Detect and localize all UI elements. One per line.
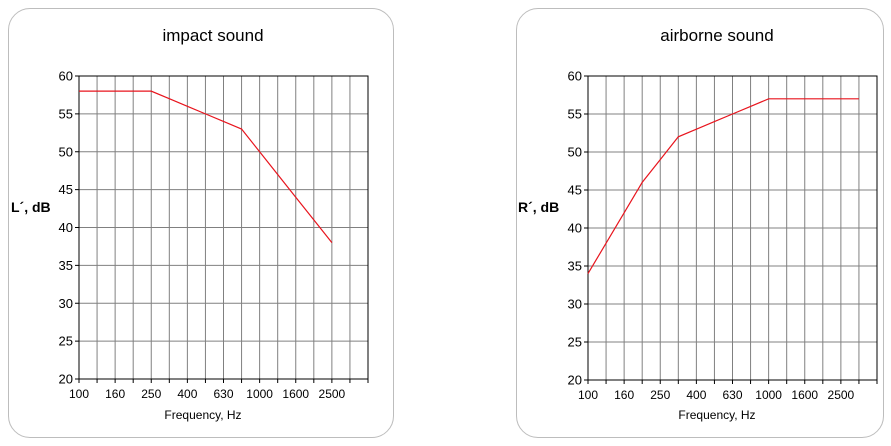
- x-tick-label: 100: [578, 388, 598, 402]
- x-tick-label: 250: [141, 387, 161, 401]
- x-axis-label: Frequency, Hz: [678, 408, 755, 422]
- x-tick-label: 250: [650, 388, 670, 402]
- airborne-sound-series-line: [587, 98, 859, 274]
- y-tick-label: 20: [568, 373, 582, 388]
- x-tick-label: 400: [177, 387, 197, 401]
- impact-sound-chart: impact sound 20 25 30 35 40 45 50 55 60 100 160 250 4…: [11, 26, 369, 422]
- y-tick-label: 35: [59, 258, 73, 273]
- y-tick-label: 45: [59, 182, 73, 197]
- x-tick-label: 2500: [828, 388, 855, 402]
- airborne-sound-chart-panel: airborne sound 20 25 30 35 40 45 50 55 60 100 160 25…: [516, 8, 884, 438]
- y-tick-label: 30: [568, 297, 582, 312]
- y-tick-label: 25: [59, 334, 73, 349]
- x-tick-label: 1600: [282, 387, 309, 401]
- x-tick-label: 2500: [319, 387, 346, 401]
- x-tick-label: 100: [69, 387, 89, 401]
- plot-frame: [78, 75, 369, 380]
- y-tick-label: 55: [568, 107, 582, 122]
- chart-title: impact sound: [162, 26, 263, 45]
- y-tick-label: 40: [568, 221, 582, 236]
- impact-sound-chart-panel: impact sound 20 25 30 35 40 45 50 55 60 100 160 250 4…: [8, 8, 394, 438]
- x-tick-label: 1000: [246, 387, 273, 401]
- y-tick-label: 60: [59, 69, 73, 84]
- y-tick-label: 50: [568, 145, 582, 160]
- x-tick-label: 1000: [755, 388, 782, 402]
- plot-frame: [587, 75, 878, 381]
- y-tick-label: 25: [568, 335, 582, 350]
- y-axis-label: R´, dB: [518, 199, 559, 215]
- chart-title: airborne sound: [660, 26, 773, 45]
- x-tick-label: 160: [614, 388, 634, 402]
- airborne-sound-chart: airborne sound 20 25 30 35 40 45 50 55 60 100 160 25…: [518, 26, 878, 422]
- y-tick-label: 50: [59, 144, 73, 159]
- y-tick-label: 45: [568, 183, 582, 198]
- y-tick-label: 20: [59, 372, 73, 387]
- y-tick-label: 60: [568, 69, 582, 84]
- x-tick-label: 400: [686, 388, 706, 402]
- y-tick-label: 35: [568, 259, 582, 274]
- y-tick-label: 55: [59, 106, 73, 121]
- y-tick-label: 40: [59, 220, 73, 235]
- x-tick-label: 630: [722, 388, 742, 402]
- x-tick-label: 160: [105, 387, 125, 401]
- x-tick-label: 1600: [791, 388, 818, 402]
- x-axis-label: Frequency, Hz: [164, 408, 241, 422]
- y-axis-label: L´, dB: [11, 199, 51, 215]
- y-tick-label: 30: [59, 296, 73, 311]
- x-tick-label: 630: [213, 387, 233, 401]
